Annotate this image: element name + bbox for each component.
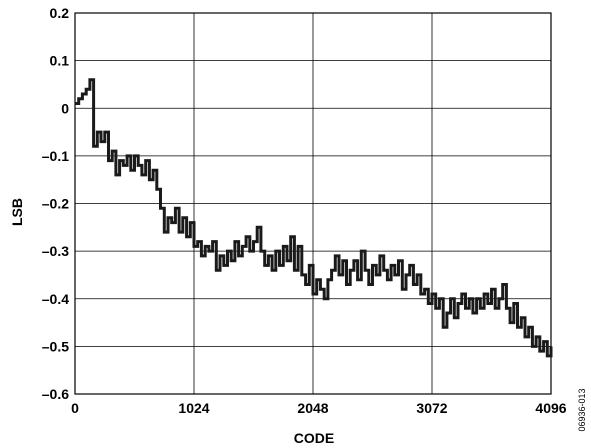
- y-tick-label: –0.1: [42, 148, 69, 164]
- x-tick-label: 2048: [297, 400, 328, 416]
- x-axis-title: CODE: [294, 430, 334, 446]
- y-tick-label: 0.1: [50, 53, 70, 69]
- y-tick-label: 0.2: [50, 5, 70, 21]
- x-tick-label: 0: [71, 400, 79, 416]
- x-tick-label: 3072: [416, 400, 447, 416]
- x-tick-label: 4096: [535, 400, 566, 416]
- inl-series: [75, 78, 553, 358]
- y-tick-label: –0.5: [42, 338, 69, 354]
- x-tick-label: 1024: [178, 400, 209, 416]
- y-tick-label: –0.6: [42, 386, 69, 402]
- y-tick-label: –0.2: [42, 196, 69, 212]
- y-tick-label: 0: [61, 100, 69, 116]
- y-tick-label: –0.4: [42, 291, 69, 307]
- y-axis-title: LSB: [9, 198, 25, 226]
- inl-line: [75, 78, 553, 358]
- plot-area-frame: [74, 12, 552, 395]
- grid-lines: [74, 12, 552, 395]
- x-axis-tick-labels: 0 1024 2048 3072 4096: [71, 400, 567, 416]
- y-tick-label: –0.3: [42, 243, 69, 259]
- y-axis-tick-labels: –0.6 –0.5 –0.4 –0.3 –0.2 –0.1 0 0.1 0.2: [42, 5, 69, 402]
- figure-id-label: 06936-013: [577, 388, 587, 431]
